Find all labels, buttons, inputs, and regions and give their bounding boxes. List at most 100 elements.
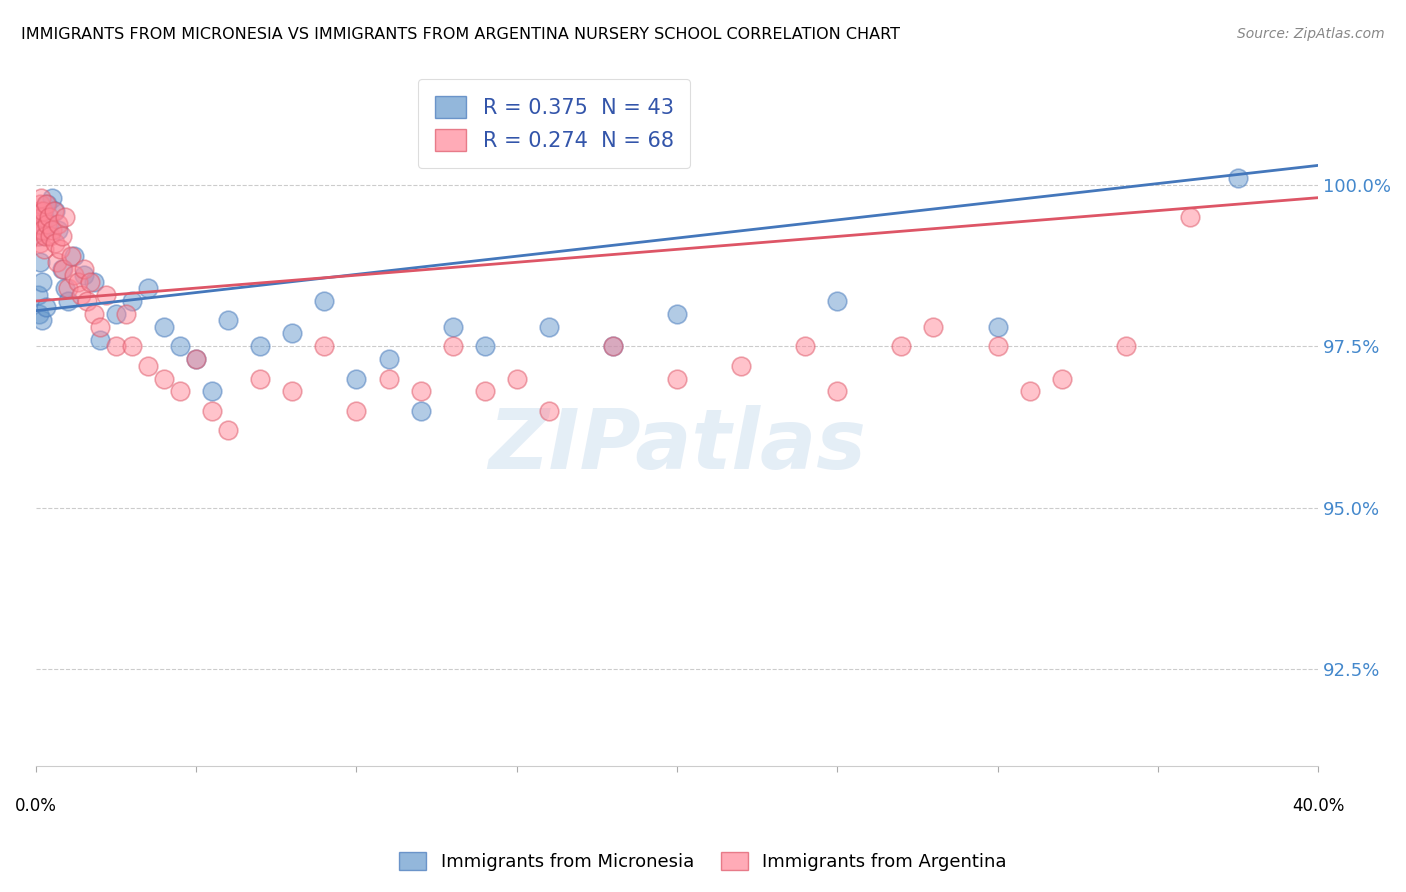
Immigrants from Micronesia: [249, 339, 271, 353]
Immigrants from Argentina: [827, 384, 849, 399]
Immigrants from Micronesia: [30, 223, 52, 237]
Immigrants from Argentina: [56, 281, 79, 295]
Immigrants from Argentina: [169, 384, 191, 399]
Legend: Immigrants from Micronesia, Immigrants from Argentina: Immigrants from Micronesia, Immigrants f…: [392, 845, 1014, 879]
Immigrants from Micronesia: [28, 307, 51, 321]
Immigrants from Argentina: [730, 359, 752, 373]
Immigrants from Argentina: [52, 261, 75, 276]
Immigrants from Argentina: [377, 371, 399, 385]
Legend: R = 0.375  N = 43, R = 0.274  N = 68: R = 0.375 N = 43, R = 0.274 N = 68: [418, 78, 690, 168]
Immigrants from Micronesia: [105, 307, 128, 321]
Immigrants from Micronesia: [31, 275, 53, 289]
Immigrants from Micronesia: [27, 229, 49, 244]
Immigrants from Micronesia: [987, 319, 1010, 334]
Immigrants from Micronesia: [41, 191, 63, 205]
Immigrants from Argentina: [37, 217, 59, 231]
Immigrants from Micronesia: [34, 301, 56, 315]
Immigrants from Micronesia: [48, 223, 70, 237]
Immigrants from Argentina: [51, 229, 73, 244]
Immigrants from Micronesia: [44, 203, 66, 218]
Immigrants from Argentina: [105, 339, 128, 353]
Immigrants from Micronesia: [827, 293, 849, 308]
Immigrants from Argentina: [42, 203, 65, 218]
Immigrants from Argentina: [922, 319, 945, 334]
Immigrants from Micronesia: [121, 293, 143, 308]
Immigrants from Argentina: [83, 307, 105, 321]
Immigrants from Argentina: [474, 384, 496, 399]
Text: ZIPatlas: ZIPatlas: [488, 405, 866, 485]
Immigrants from Argentina: [1018, 384, 1040, 399]
Immigrants from Argentina: [1115, 339, 1137, 353]
Immigrants from Micronesia: [346, 371, 368, 385]
Immigrants from Micronesia: [169, 339, 191, 353]
Immigrants from Argentina: [25, 229, 48, 244]
Immigrants from Micronesia: [153, 319, 176, 334]
Immigrants from Argentina: [32, 243, 55, 257]
Immigrants from Argentina: [60, 249, 83, 263]
Immigrants from Micronesia: [441, 319, 464, 334]
Immigrants from Micronesia: [51, 261, 73, 276]
Immigrants from Argentina: [28, 217, 51, 231]
Immigrants from Argentina: [346, 404, 368, 418]
Immigrants from Argentina: [89, 319, 111, 334]
Immigrants from Argentina: [66, 275, 89, 289]
Immigrants from Argentina: [41, 223, 63, 237]
Immigrants from Argentina: [136, 359, 159, 373]
Immigrants from Argentina: [441, 339, 464, 353]
Immigrants from Argentina: [79, 275, 101, 289]
Immigrants from Argentina: [987, 339, 1010, 353]
Immigrants from Micronesia: [377, 352, 399, 367]
Immigrants from Argentina: [76, 293, 98, 308]
Immigrants from Argentina: [48, 217, 70, 231]
Immigrants from Argentina: [73, 261, 96, 276]
Immigrants from Argentina: [38, 210, 60, 224]
Immigrants from Argentina: [69, 287, 91, 301]
Immigrants from Argentina: [153, 371, 176, 385]
Immigrants from Micronesia: [217, 313, 239, 327]
Immigrants from Argentina: [537, 404, 560, 418]
Text: 0.0%: 0.0%: [15, 797, 56, 814]
Text: 40.0%: 40.0%: [1292, 797, 1344, 814]
Immigrants from Argentina: [281, 384, 304, 399]
Text: IMMIGRANTS FROM MICRONESIA VS IMMIGRANTS FROM ARGENTINA NURSERY SCHOOL CORRELATI: IMMIGRANTS FROM MICRONESIA VS IMMIGRANTS…: [21, 27, 900, 42]
Immigrants from Argentina: [32, 203, 55, 218]
Immigrants from Micronesia: [602, 339, 624, 353]
Immigrants from Argentina: [45, 255, 67, 269]
Immigrants from Micronesia: [201, 384, 224, 399]
Immigrants from Micronesia: [1227, 171, 1250, 186]
Immigrants from Micronesia: [31, 313, 53, 327]
Immigrants from Micronesia: [63, 249, 86, 263]
Immigrants from Micronesia: [38, 217, 60, 231]
Immigrants from Argentina: [25, 210, 48, 224]
Immigrants from Argentina: [217, 423, 239, 437]
Immigrants from Argentina: [30, 235, 52, 250]
Immigrants from Argentina: [27, 223, 49, 237]
Immigrants from Micronesia: [73, 268, 96, 283]
Immigrants from Micronesia: [281, 326, 304, 341]
Immigrants from Micronesia: [474, 339, 496, 353]
Immigrants from Argentina: [794, 339, 817, 353]
Immigrants from Argentina: [201, 404, 224, 418]
Immigrants from Argentina: [114, 307, 136, 321]
Immigrants from Micronesia: [314, 293, 336, 308]
Immigrants from Argentina: [28, 197, 51, 211]
Immigrants from Micronesia: [83, 275, 105, 289]
Immigrants from Argentina: [1050, 371, 1073, 385]
Immigrants from Micronesia: [53, 281, 76, 295]
Immigrants from Argentina: [314, 339, 336, 353]
Immigrants from Micronesia: [409, 404, 432, 418]
Immigrants from Micronesia: [186, 352, 208, 367]
Immigrants from Micronesia: [89, 333, 111, 347]
Immigrants from Argentina: [30, 191, 52, 205]
Immigrants from Argentina: [1178, 210, 1201, 224]
Text: Source: ZipAtlas.com: Source: ZipAtlas.com: [1237, 27, 1385, 41]
Immigrants from Micronesia: [28, 255, 51, 269]
Immigrants from Micronesia: [37, 197, 59, 211]
Immigrants from Argentina: [506, 371, 529, 385]
Immigrants from Argentina: [31, 223, 53, 237]
Immigrants from Micronesia: [136, 281, 159, 295]
Immigrants from Argentina: [186, 352, 208, 367]
Immigrants from Argentina: [34, 229, 56, 244]
Immigrants from Micronesia: [666, 307, 689, 321]
Immigrants from Argentina: [666, 371, 689, 385]
